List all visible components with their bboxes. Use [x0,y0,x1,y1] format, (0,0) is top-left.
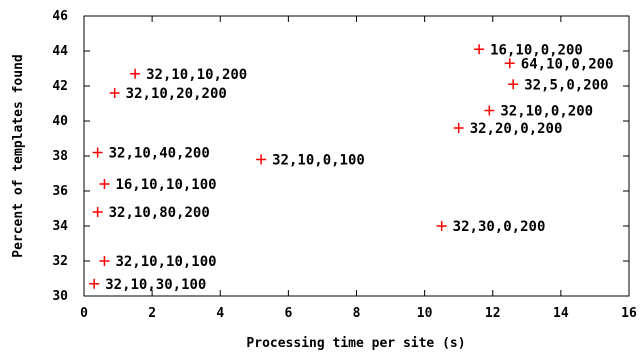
point-label: 32,10,40,200 [109,146,210,162]
data-point: 32,20,0,200 [453,121,563,137]
point-label: 16,10,10,100 [115,177,216,193]
data-point: 32,30,0,200 [436,219,546,235]
data-point: 32,10,80,200 [92,205,210,221]
data-point: 16,10,10,100 [99,177,217,193]
y-axis: 30 32 34 36 38 40 42 44 46 [52,9,629,304]
point-label: 32,10,10,200 [146,67,247,83]
x-tick-label: 2 [148,306,156,321]
point-label: 32,5,0,200 [524,77,608,93]
point-label: 32,30,0,200 [453,219,546,235]
data-point: 32,10,40,200 [92,146,210,162]
y-tick-label: 44 [52,44,68,59]
data-point: 32,10,20,200 [109,86,227,102]
x-tick-label: 8 [353,306,361,321]
data-point: 32,10,30,100 [89,277,206,293]
x-axis-label: Processing time per site (s) [246,336,465,351]
data-point: 64,10,0,200 [504,56,614,72]
y-tick-label: 34 [52,219,68,234]
point-label: 32,10,20,200 [126,86,227,102]
x-tick-label: 0 [80,306,88,321]
data-point: 32,10,10,100 [99,254,217,270]
data-point: 32,5,0,200 [508,77,608,93]
point-label: 16,10,0,200 [490,42,583,58]
y-tick-label: 40 [52,114,68,129]
x-axis: 0 2 4 6 8 10 12 14 16 [80,16,637,321]
y-axis-label: Percent of templates found [11,54,26,258]
y-tick-label: 32 [52,254,68,269]
data-point: 32,10,0,100 [256,153,365,169]
x-tick-label: 10 [417,306,433,321]
y-tick-label: 42 [52,79,68,94]
x-tick-label: 16 [621,306,637,321]
data-point: 32,10,10,200 [130,67,247,83]
x-tick-label: 6 [284,306,292,321]
point-label: 32,10,10,100 [115,254,216,270]
point-label: 32,10,0,100 [272,153,365,169]
y-tick-label: 38 [52,149,68,164]
y-tick-label: 46 [52,9,68,24]
point-label: 64,10,0,200 [521,56,614,72]
x-tick-label: 12 [485,306,501,321]
data-point: 16,10,0,200 [474,42,583,58]
point-label: 32,10,30,100 [105,277,206,293]
point-label: 32,20,0,200 [470,121,563,137]
y-tick-label: 30 [52,289,68,304]
point-label: 32,10,80,200 [109,205,210,221]
point-label: 32,10,0,200 [500,104,593,120]
data-point: 32,10,0,200 [484,104,593,120]
x-tick-label: 4 [216,306,224,321]
x-tick-label: 14 [553,306,569,321]
y-tick-label: 36 [52,184,68,199]
